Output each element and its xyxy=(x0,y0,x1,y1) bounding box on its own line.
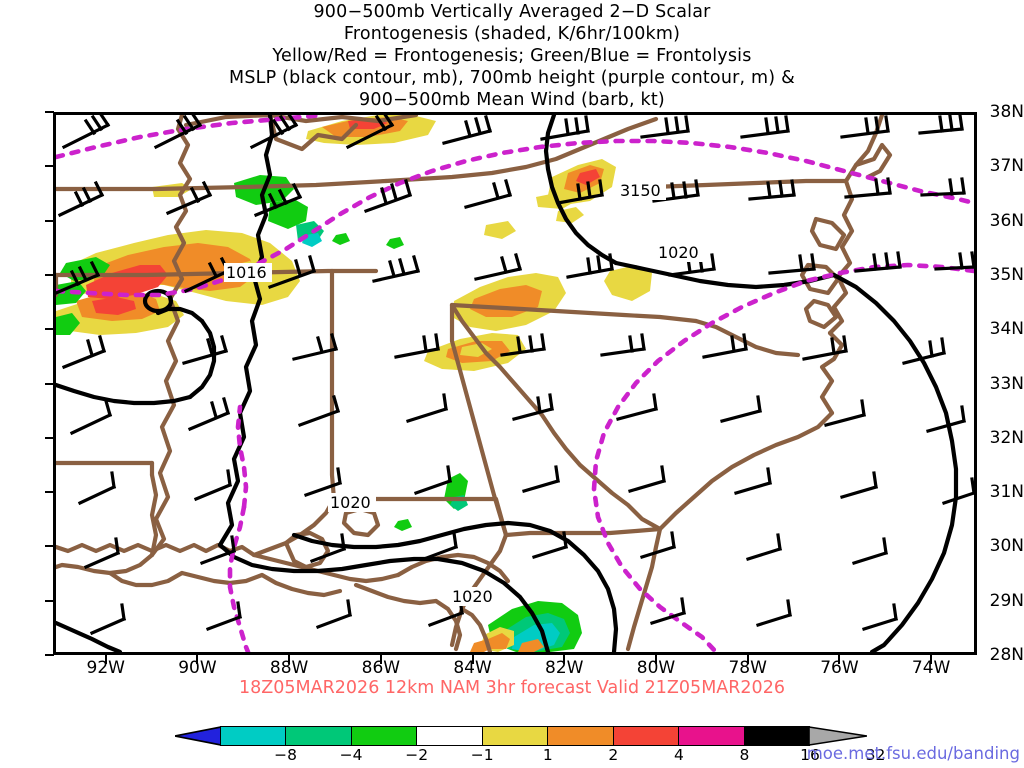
y-axis-label: 35N xyxy=(989,264,1024,285)
x-axis-label: 86W xyxy=(361,658,401,678)
y-axis-tick xyxy=(45,436,54,439)
x-axis-tick xyxy=(838,655,841,664)
mslp-contour-label: 1020 xyxy=(452,587,493,606)
y-axis-tick xyxy=(45,545,54,548)
mslp-contour-label: 1020 xyxy=(658,243,699,262)
y-axis-tick xyxy=(45,491,54,494)
colorbar-swatch xyxy=(417,727,483,745)
y-axis-label: 30N xyxy=(989,536,1024,557)
x-axis-label: 76W xyxy=(820,658,859,678)
y-axis-label: 32N xyxy=(989,427,1024,448)
y-axis-tick xyxy=(45,599,54,602)
colorbar-swatch xyxy=(548,727,614,745)
colorbar-under-arrow xyxy=(175,726,221,746)
x-axis-tick xyxy=(471,655,474,664)
x-axis-label: 88W xyxy=(269,658,309,678)
colorbar-tick-label: 16 xyxy=(800,746,820,764)
y-axis-tick xyxy=(45,165,54,168)
mslp-contour-label: 1020 xyxy=(330,493,371,512)
colorbar-swatch xyxy=(221,727,287,745)
x-axis-tick xyxy=(930,655,933,664)
x-axis-label: 84W xyxy=(453,658,492,678)
title-line-4: MSLP (black contour, mb), 700mb height (… xyxy=(229,68,795,88)
mslp-contour-label: 1016 xyxy=(226,263,267,282)
x-axis-label: 92W xyxy=(86,658,125,678)
colorbar-swatch xyxy=(613,727,680,745)
colorbar-tick-label: 32 xyxy=(865,746,886,764)
state-boundaries xyxy=(56,115,893,652)
y-axis-label: 38N xyxy=(989,102,1024,122)
title-line-1: 900−500mb Vertically Averaged 2−D Scalar xyxy=(313,2,711,22)
colorbar-tick-label: 2 xyxy=(608,746,619,764)
y-axis-tick xyxy=(45,382,54,385)
watermark: moe.met.fsu.edu/banding xyxy=(806,744,1020,763)
colorbar-tick-label: 4 xyxy=(673,746,684,764)
x-axis-tick xyxy=(563,655,566,664)
x-axis-tick xyxy=(746,655,749,664)
x-axis-label: 80W xyxy=(636,658,676,678)
forecast-caption: 18Z05MAR2026 12km NAM 3hr forecast Valid… xyxy=(239,678,785,698)
x-axis-label: 78W xyxy=(728,658,767,678)
map-plot-area[interactable]: 1016 1020 1020 1020 3150 xyxy=(53,112,977,655)
y-axis-label: 29N xyxy=(989,590,1024,611)
low-pressure-center xyxy=(142,288,174,314)
y-axis-tick xyxy=(45,111,54,113)
x-axis-label: 82W xyxy=(545,658,584,678)
y-axis-tick xyxy=(45,219,54,222)
x-axis-label: 90W xyxy=(178,658,217,678)
colorbar-swatch xyxy=(744,727,809,745)
colorbar-over-arrow xyxy=(809,726,867,746)
colorbar-tick-label: 8 xyxy=(739,746,750,764)
colorbar-tick-label: 1 xyxy=(542,746,553,764)
title-line-3: Yellow/Red = Frontogenesis; Green/Blue =… xyxy=(272,46,752,66)
x-axis-tick xyxy=(196,655,199,664)
y-axis-label: 36N xyxy=(989,210,1024,231)
y-axis-tick xyxy=(45,654,54,656)
weather-map-svg: 1016 1020 1020 1020 3150 xyxy=(56,115,974,652)
x-axis-tick xyxy=(655,655,657,664)
y-axis-label: 28N xyxy=(989,645,1024,665)
wind-barbs xyxy=(56,115,974,636)
colorbar-swatch xyxy=(482,727,549,745)
height-700mb-contours xyxy=(56,115,974,652)
y-axis-label: 37N xyxy=(989,156,1024,177)
x-axis-tick xyxy=(379,655,382,664)
colorbar-tick-label: −1 xyxy=(470,746,494,764)
colorbar-swatch xyxy=(351,727,418,745)
y-axis-label: 31N xyxy=(989,482,1024,503)
colorbar-swatch xyxy=(679,727,745,745)
colorbar-swatches xyxy=(220,726,810,746)
colorbar-swatch xyxy=(286,727,352,745)
x-axis-tick xyxy=(288,655,291,664)
x-axis-label: 74W xyxy=(911,658,951,678)
y-axis-label: 34N xyxy=(989,319,1024,340)
colorbar-tick-label: −4 xyxy=(339,746,363,764)
y-axis-tick xyxy=(45,273,54,276)
title-line-5: 900−500mb Mean Wind (barb, kt) xyxy=(359,90,665,110)
height-contour-label: 3150 xyxy=(620,181,661,200)
frontogenesis-shading xyxy=(56,115,652,652)
x-axis-tick xyxy=(104,655,107,664)
title-line-2: Frontogenesis (shaded, K/6hr/100km) xyxy=(343,24,681,44)
colorbar: −8 −4 −2 −1 1 2 4 8 16 32 xyxy=(175,726,885,764)
y-axis-label: 33N xyxy=(989,373,1024,394)
colorbar-tick-label: −8 xyxy=(274,746,297,764)
colorbar-tick-label: −2 xyxy=(405,746,429,764)
y-axis-tick xyxy=(45,328,54,331)
contour-value-labels: 1016 1020 1020 1020 3150 xyxy=(224,181,704,606)
